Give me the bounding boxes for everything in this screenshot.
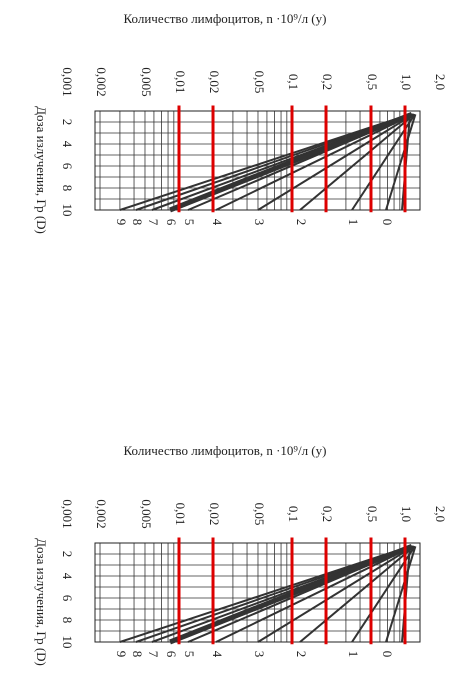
y-tick-label: 8 [60, 617, 75, 624]
x-tick-label: 0,1 [286, 74, 301, 90]
x-tick-label: 0,005 [139, 67, 154, 96]
curve-label: 4 [210, 219, 225, 226]
curve [299, 545, 415, 643]
y-tick-label: 6 [60, 595, 75, 602]
x-tick-label: 1,0 [399, 506, 414, 522]
curve-label: 9 [114, 651, 129, 658]
y-tick-label: 8 [60, 185, 75, 192]
curve [385, 114, 417, 211]
x-tick-label: 0,1 [286, 506, 301, 522]
curve-label: 5 [182, 219, 197, 226]
y-axis-label: Доза излучения, Гр (D) [34, 106, 49, 234]
panel: Количество лимфоцитов, n ·10⁹/л (y)9 8 7 6 5… [34, 11, 448, 234]
curve-label: 3 [252, 219, 267, 226]
x-tick-label: 2,0 [433, 74, 448, 90]
curve-label: 7 [146, 219, 161, 226]
curve [385, 546, 417, 643]
grid-frame [94, 542, 421, 643]
curve [187, 113, 413, 211]
x-tick-label: 0,005 [139, 499, 154, 528]
curve [187, 545, 413, 643]
x-tick-label: 0,001 [60, 67, 75, 96]
curve-label: 9 [114, 219, 129, 226]
curve-label: 5 [182, 651, 197, 658]
curve-label: 1 [346, 219, 361, 226]
x-tick-label: 0,02 [207, 503, 222, 526]
curve-label: 4 [210, 651, 225, 658]
y-tick-label: 2 [60, 551, 75, 558]
curve-label: 3 [252, 651, 267, 658]
x-tick-label: 0,01 [173, 503, 188, 526]
grid-frame [94, 110, 421, 211]
y-tick-label: 4 [60, 141, 75, 148]
curve-label: 6 [164, 651, 179, 658]
x-tick-label: 0,2 [320, 74, 335, 90]
curve [119, 113, 411, 211]
y-tick-label: 4 [60, 573, 75, 580]
curve-label: 2 [294, 219, 309, 226]
curve-label: 6 [164, 219, 179, 226]
x-tick-label: 0,002 [94, 67, 109, 96]
curve-label: 0 [380, 219, 395, 226]
curve [119, 545, 411, 643]
x-tick-label: 0,2 [320, 506, 335, 522]
x-tick-label: 0,002 [94, 499, 109, 528]
panel: Количество лимфоцитов, n ·10⁹/л (y)9 8 7 6 5… [34, 443, 448, 666]
curve [215, 113, 414, 211]
y-tick-label: 2 [60, 119, 75, 126]
curve [215, 545, 414, 643]
title: Количество лимфоцитов, n ·10⁹/л (y) [124, 443, 327, 458]
curve-label: 7 [146, 651, 161, 658]
x-tick-label: 0,01 [173, 71, 188, 94]
x-tick-label: 0,001 [60, 499, 75, 528]
x-tick-label: 0,02 [207, 71, 222, 94]
curve-label: 1 [346, 651, 361, 658]
x-tick-label: 0,05 [252, 503, 267, 526]
x-tick-label: 0,5 [365, 74, 380, 90]
x-tick-label: 0,05 [252, 71, 267, 94]
curve [257, 545, 415, 643]
x-tick-label: 2,0 [433, 506, 448, 522]
y-tick-label: 10 [60, 204, 75, 217]
curve-label: 8 [130, 219, 145, 226]
y-axis-label: Доза излучения, Гр (D) [34, 538, 49, 666]
curve-label: 8 [130, 651, 145, 658]
title: Количество лимфоцитов, n ·10⁹/л (y) [124, 11, 327, 26]
y-tick-label: 6 [60, 163, 75, 170]
y-tick-label: 10 [60, 636, 75, 649]
x-tick-label: 0,5 [365, 506, 380, 522]
curve-label: 2 [294, 651, 309, 658]
x-tick-label: 1,0 [399, 74, 414, 90]
curve [257, 113, 415, 211]
curve [299, 113, 415, 211]
curve-label: 0 [380, 651, 395, 658]
